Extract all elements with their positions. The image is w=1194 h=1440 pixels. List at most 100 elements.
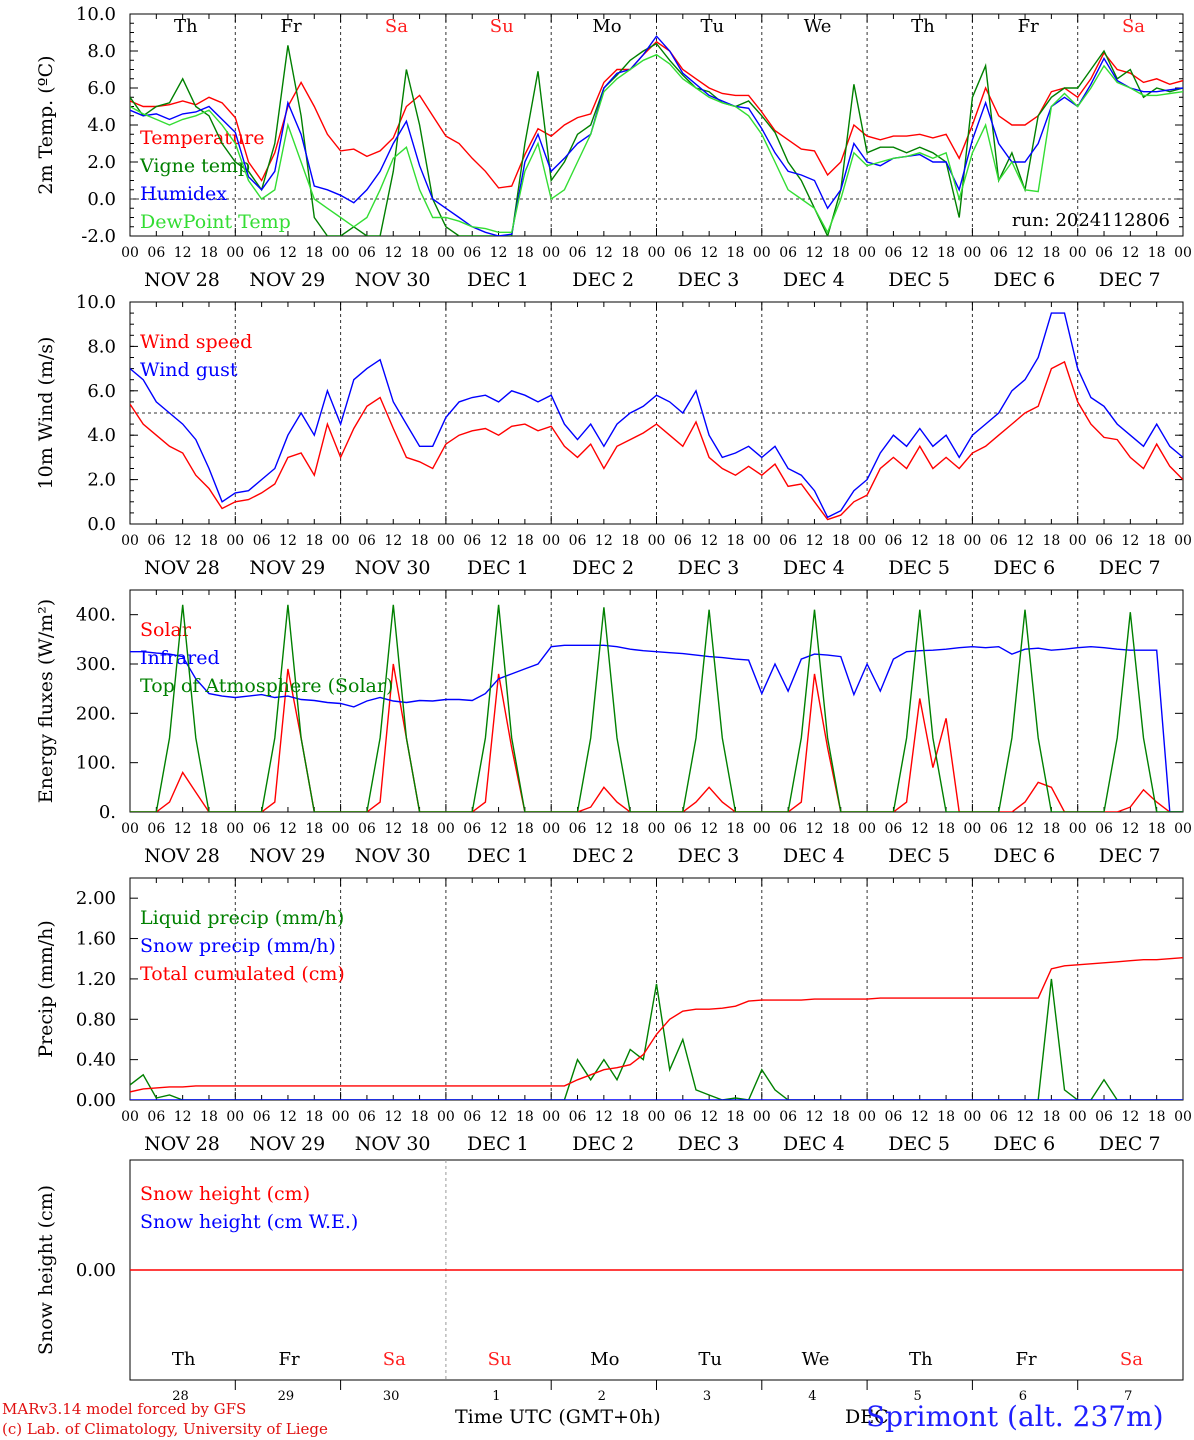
hour-tick-label: 00 <box>1069 1109 1087 1125</box>
legend-entry: Infrared <box>140 647 220 669</box>
day-name-bottom: Fr <box>1016 1349 1037 1370</box>
hour-tick-label: 00 <box>858 533 876 549</box>
hour-tick-label: 06 <box>990 533 1008 549</box>
hour-tick-label: 18 <box>937 533 955 549</box>
date-label: DEC 3 <box>678 269 740 291</box>
hour-tick-label: 12 <box>911 821 929 837</box>
day-name-bottom: Th <box>172 1349 196 1370</box>
y-tick-label: 4.0 <box>87 115 116 136</box>
hour-tick-label: 12 <box>490 245 508 261</box>
hour-tick-label: 12 <box>595 1109 613 1125</box>
y-tick-label: 6.0 <box>87 78 116 99</box>
hour-tick-label: 00 <box>753 533 771 549</box>
legend-entry: Temperature <box>140 127 264 149</box>
date-label: NOV 28 <box>144 1133 220 1155</box>
hour-tick-label: 12 <box>174 1109 192 1125</box>
hour-tick-label: 12 <box>174 821 192 837</box>
hour-tick-label: 18 <box>832 821 850 837</box>
hour-tick-label: 18 <box>937 821 955 837</box>
hour-tick-label: 06 <box>990 1109 1008 1125</box>
hour-tick-label: 00 <box>121 1109 139 1125</box>
station-title: Sprimont (alt. 237m) <box>866 1400 1164 1433</box>
series-infrared <box>130 644 1183 812</box>
hour-tick-label: 12 <box>1016 821 1034 837</box>
hour-tick-label: 06 <box>1095 1109 1113 1125</box>
panel-flux: 00 06 12 18 00 06 12 18 00 06 12 18 00 06 12 18 00 06 12 18… <box>35 589 1192 867</box>
hour-tick-label: 06 <box>147 245 165 261</box>
hour-tick-label: 18 <box>1148 1109 1166 1125</box>
hour-tick-label: 06 <box>358 533 376 549</box>
hour-tick-label: 12 <box>384 1109 402 1125</box>
hour-tick-label: 18 <box>516 1109 534 1125</box>
day-name: Sa <box>385 16 408 37</box>
day-name: We <box>804 16 832 37</box>
hour-tick-label: 18 <box>727 1109 745 1125</box>
hour-tick-label: 06 <box>885 533 903 549</box>
day-number: 28 <box>172 1389 189 1404</box>
date-label: DEC 7 <box>1099 845 1161 867</box>
hour-tick-label: 18 <box>305 533 323 549</box>
day-name: Fr <box>281 16 302 37</box>
hour-tick-label: 18 <box>621 821 639 837</box>
date-label: DEC 5 <box>888 845 950 867</box>
day-name: Su <box>490 16 514 37</box>
date-label: DEC 4 <box>783 845 845 867</box>
y-axis-label: 2m Temp. (ºC) <box>35 55 57 194</box>
date-label: DEC 3 <box>678 557 740 579</box>
y-tick-label: 400. <box>76 605 116 626</box>
hour-tick-label: 00 <box>226 533 244 549</box>
credits-line-2: (c) Lab. of Climatology, University of L… <box>2 1420 328 1438</box>
hour-tick-label: 00 <box>1069 533 1087 549</box>
hour-tick-label: 18 <box>516 245 534 261</box>
date-label: DEC 7 <box>1099 1133 1161 1155</box>
day-name: Th <box>174 16 198 37</box>
hour-tick-label: 00 <box>542 821 560 837</box>
hour-tick-label: 12 <box>384 533 402 549</box>
hour-tick-label: 06 <box>674 821 692 837</box>
hour-tick-label: 18 <box>832 533 850 549</box>
hour-tick-label: 00 <box>437 1109 455 1125</box>
y-tick-label: -2.0 <box>81 226 116 247</box>
hour-tick-label: 18 <box>621 1109 639 1125</box>
y-tick-label: 1.60 <box>76 929 116 950</box>
hour-tick-label: 06 <box>674 245 692 261</box>
hour-tick-label: 18 <box>411 245 429 261</box>
hour-tick-label: 00 <box>1174 1109 1192 1125</box>
hour-tick-label: 00 <box>437 533 455 549</box>
hour-tick-label: 06 <box>358 245 376 261</box>
date-label: DEC 5 <box>888 269 950 291</box>
hour-tick-label: 00 <box>332 533 350 549</box>
legend-entry: Humidex <box>140 183 227 205</box>
date-label: DEC 6 <box>994 1133 1056 1155</box>
date-label: DEC 1 <box>467 1133 529 1155</box>
day-number: 6 <box>1019 1389 1027 1404</box>
hour-tick-label: 18 <box>621 245 639 261</box>
day-name-bottom: Tu <box>698 1349 722 1370</box>
y-tick-label: 0.00 <box>76 1090 116 1111</box>
run-annotation: run: 2024112806 <box>1012 210 1170 231</box>
hour-tick-label: 18 <box>727 821 745 837</box>
hour-tick-label: 12 <box>911 533 929 549</box>
hour-tick-label: 18 <box>1042 1109 1060 1125</box>
hour-tick-label: 18 <box>937 245 955 261</box>
y-tick-label: 10.0 <box>76 292 116 313</box>
hour-tick-label: 06 <box>674 533 692 549</box>
y-axis-label: Precip (mm/h) <box>35 920 57 1058</box>
day-name: Th <box>911 16 935 37</box>
hour-tick-label: 00 <box>332 1109 350 1125</box>
legend-entry: Snow height (cm) <box>140 1183 310 1205</box>
legend-entry: Wind speed <box>140 331 252 353</box>
day-number: 1 <box>492 1389 500 1404</box>
hour-tick-label: 18 <box>727 533 745 549</box>
series-total-cumulated-cm- <box>130 957 1183 1093</box>
hour-tick-label: 00 <box>963 245 981 261</box>
hour-tick-label: 12 <box>700 533 718 549</box>
hour-tick-label: 12 <box>279 533 297 549</box>
hour-tick-label: 12 <box>490 821 508 837</box>
date-label: DEC 5 <box>888 1133 950 1155</box>
date-label: NOV 28 <box>144 557 220 579</box>
hour-tick-label: 00 <box>753 1109 771 1125</box>
hour-tick-label: 18 <box>516 533 534 549</box>
hour-tick-label: 18 <box>1042 533 1060 549</box>
hour-tick-label: 00 <box>1174 245 1192 261</box>
